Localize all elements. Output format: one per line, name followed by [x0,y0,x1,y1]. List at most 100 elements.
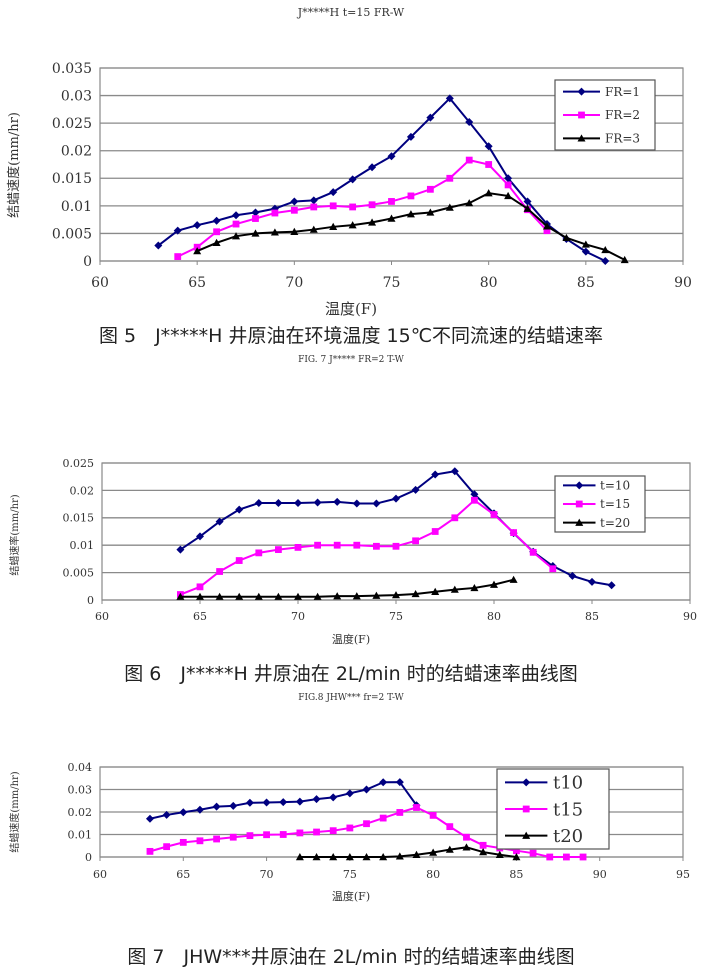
series-line [157,96,606,262]
square-marker [579,853,587,861]
diamond-marker [162,810,171,819]
triangle-marker [406,210,415,218]
diamond-marker [290,197,299,206]
x-tick-label: 85 [585,610,599,623]
x-tick-label: 95 [676,868,690,881]
square-marker [290,206,298,214]
diamond-marker [294,499,302,508]
diamond-marker [229,801,238,810]
series-line [299,846,517,858]
triangle-marker [312,853,321,861]
x-tick-label: 70 [260,868,274,881]
diamond-marker [352,499,361,508]
diamond-marker [329,793,338,802]
triangle-marker [295,853,304,861]
series-line [180,578,514,598]
diamond-marker [465,118,474,127]
triangle-marker [372,591,381,599]
triangle-marker [333,592,342,600]
diamond-marker [179,808,188,817]
diamond-marker [176,545,185,554]
y-axis-label: 结蜡速度(mm/hr) [6,112,22,218]
square-marker [575,500,583,508]
square-marker [463,833,470,841]
x-tick-label: 65 [176,868,190,881]
diamond-marker [523,197,532,206]
square-marker [213,228,220,236]
diamond-marker [295,797,304,806]
square-marker [146,847,154,855]
triangle-marker [522,831,531,839]
triangle-marker [620,255,629,264]
diamond-marker [588,577,596,586]
triangle-marker [429,848,438,856]
diamond-marker [372,499,381,508]
square-marker [313,828,320,836]
series-FR=1 [154,94,610,265]
legend: FR=1 FR=2 FR=3 [554,79,656,151]
legend-label: t10 [553,773,583,794]
square-marker [578,111,585,119]
square-marker [329,827,337,835]
square-marker [446,174,454,182]
diamond-marker [173,226,182,235]
chart-1: J*****H t=15 FR-W 0 0.005 0.01 0.015 0.02 0.02… [6,6,692,318]
square-marker [522,805,530,813]
triangle-marker [176,592,185,600]
x-tick-label: 75 [389,610,403,623]
diamond-marker [274,499,283,508]
figure-6-caption: 图 6 J*****H 井原油在 2L/min 时的结蜡速率曲线图 [124,663,578,685]
diamond-marker [154,241,163,250]
y-tick-label: 0.02 [61,144,92,160]
triangle-marker [412,850,421,858]
y-tick-label: 0.04 [68,761,93,774]
square-marker [196,583,204,591]
square-marker [196,837,204,845]
triangle-marker [504,191,513,200]
square-marker [252,215,259,222]
triangle-marker [352,592,361,600]
square-marker [314,541,321,549]
x-tick-label: 80 [480,275,498,291]
diamond-marker [345,789,354,798]
square-marker [373,542,380,550]
diamond-marker [254,499,263,508]
diamond-marker [251,208,260,217]
diamond-marker [395,778,404,787]
x-tick-label: 60 [93,868,107,881]
x-tick-label: 85 [509,868,523,881]
diamond-marker [387,152,396,161]
square-marker [451,514,459,522]
series-t20 [295,843,521,861]
triangle-marker [215,592,224,600]
diamond-marker [262,798,271,807]
x-axis-label: 温度(F) [325,300,377,318]
diamond-marker [235,505,244,514]
chart-title: FIG.8 JHW*** fr=2 T-W [298,693,404,703]
square-marker [510,529,517,536]
triangle-marker [387,214,396,222]
triangle-marker [484,189,493,197]
square-marker [275,546,282,553]
square-marker [294,543,302,551]
square-marker [368,201,376,209]
square-marker [346,824,354,832]
triangle-marker [445,845,454,853]
series-FR=3 [193,189,629,264]
chart-title: J*****H t=15 FR-W [297,6,405,19]
diamond-marker [193,221,202,230]
triangle-marker [490,580,498,588]
x-tick-label: 70 [285,275,303,291]
y-tick-label: 0.02 [70,484,95,497]
triangle-marker [212,238,221,247]
diamond-marker [212,216,221,225]
square-marker [271,209,279,217]
square-marker [529,849,537,857]
legend-label: FR=1 [605,85,640,99]
diamond-marker [245,798,254,807]
series-t15 [146,804,587,861]
diamond-marker [431,470,440,479]
square-marker [490,511,498,518]
legend: t=10 t=15 t=20 [554,475,646,533]
